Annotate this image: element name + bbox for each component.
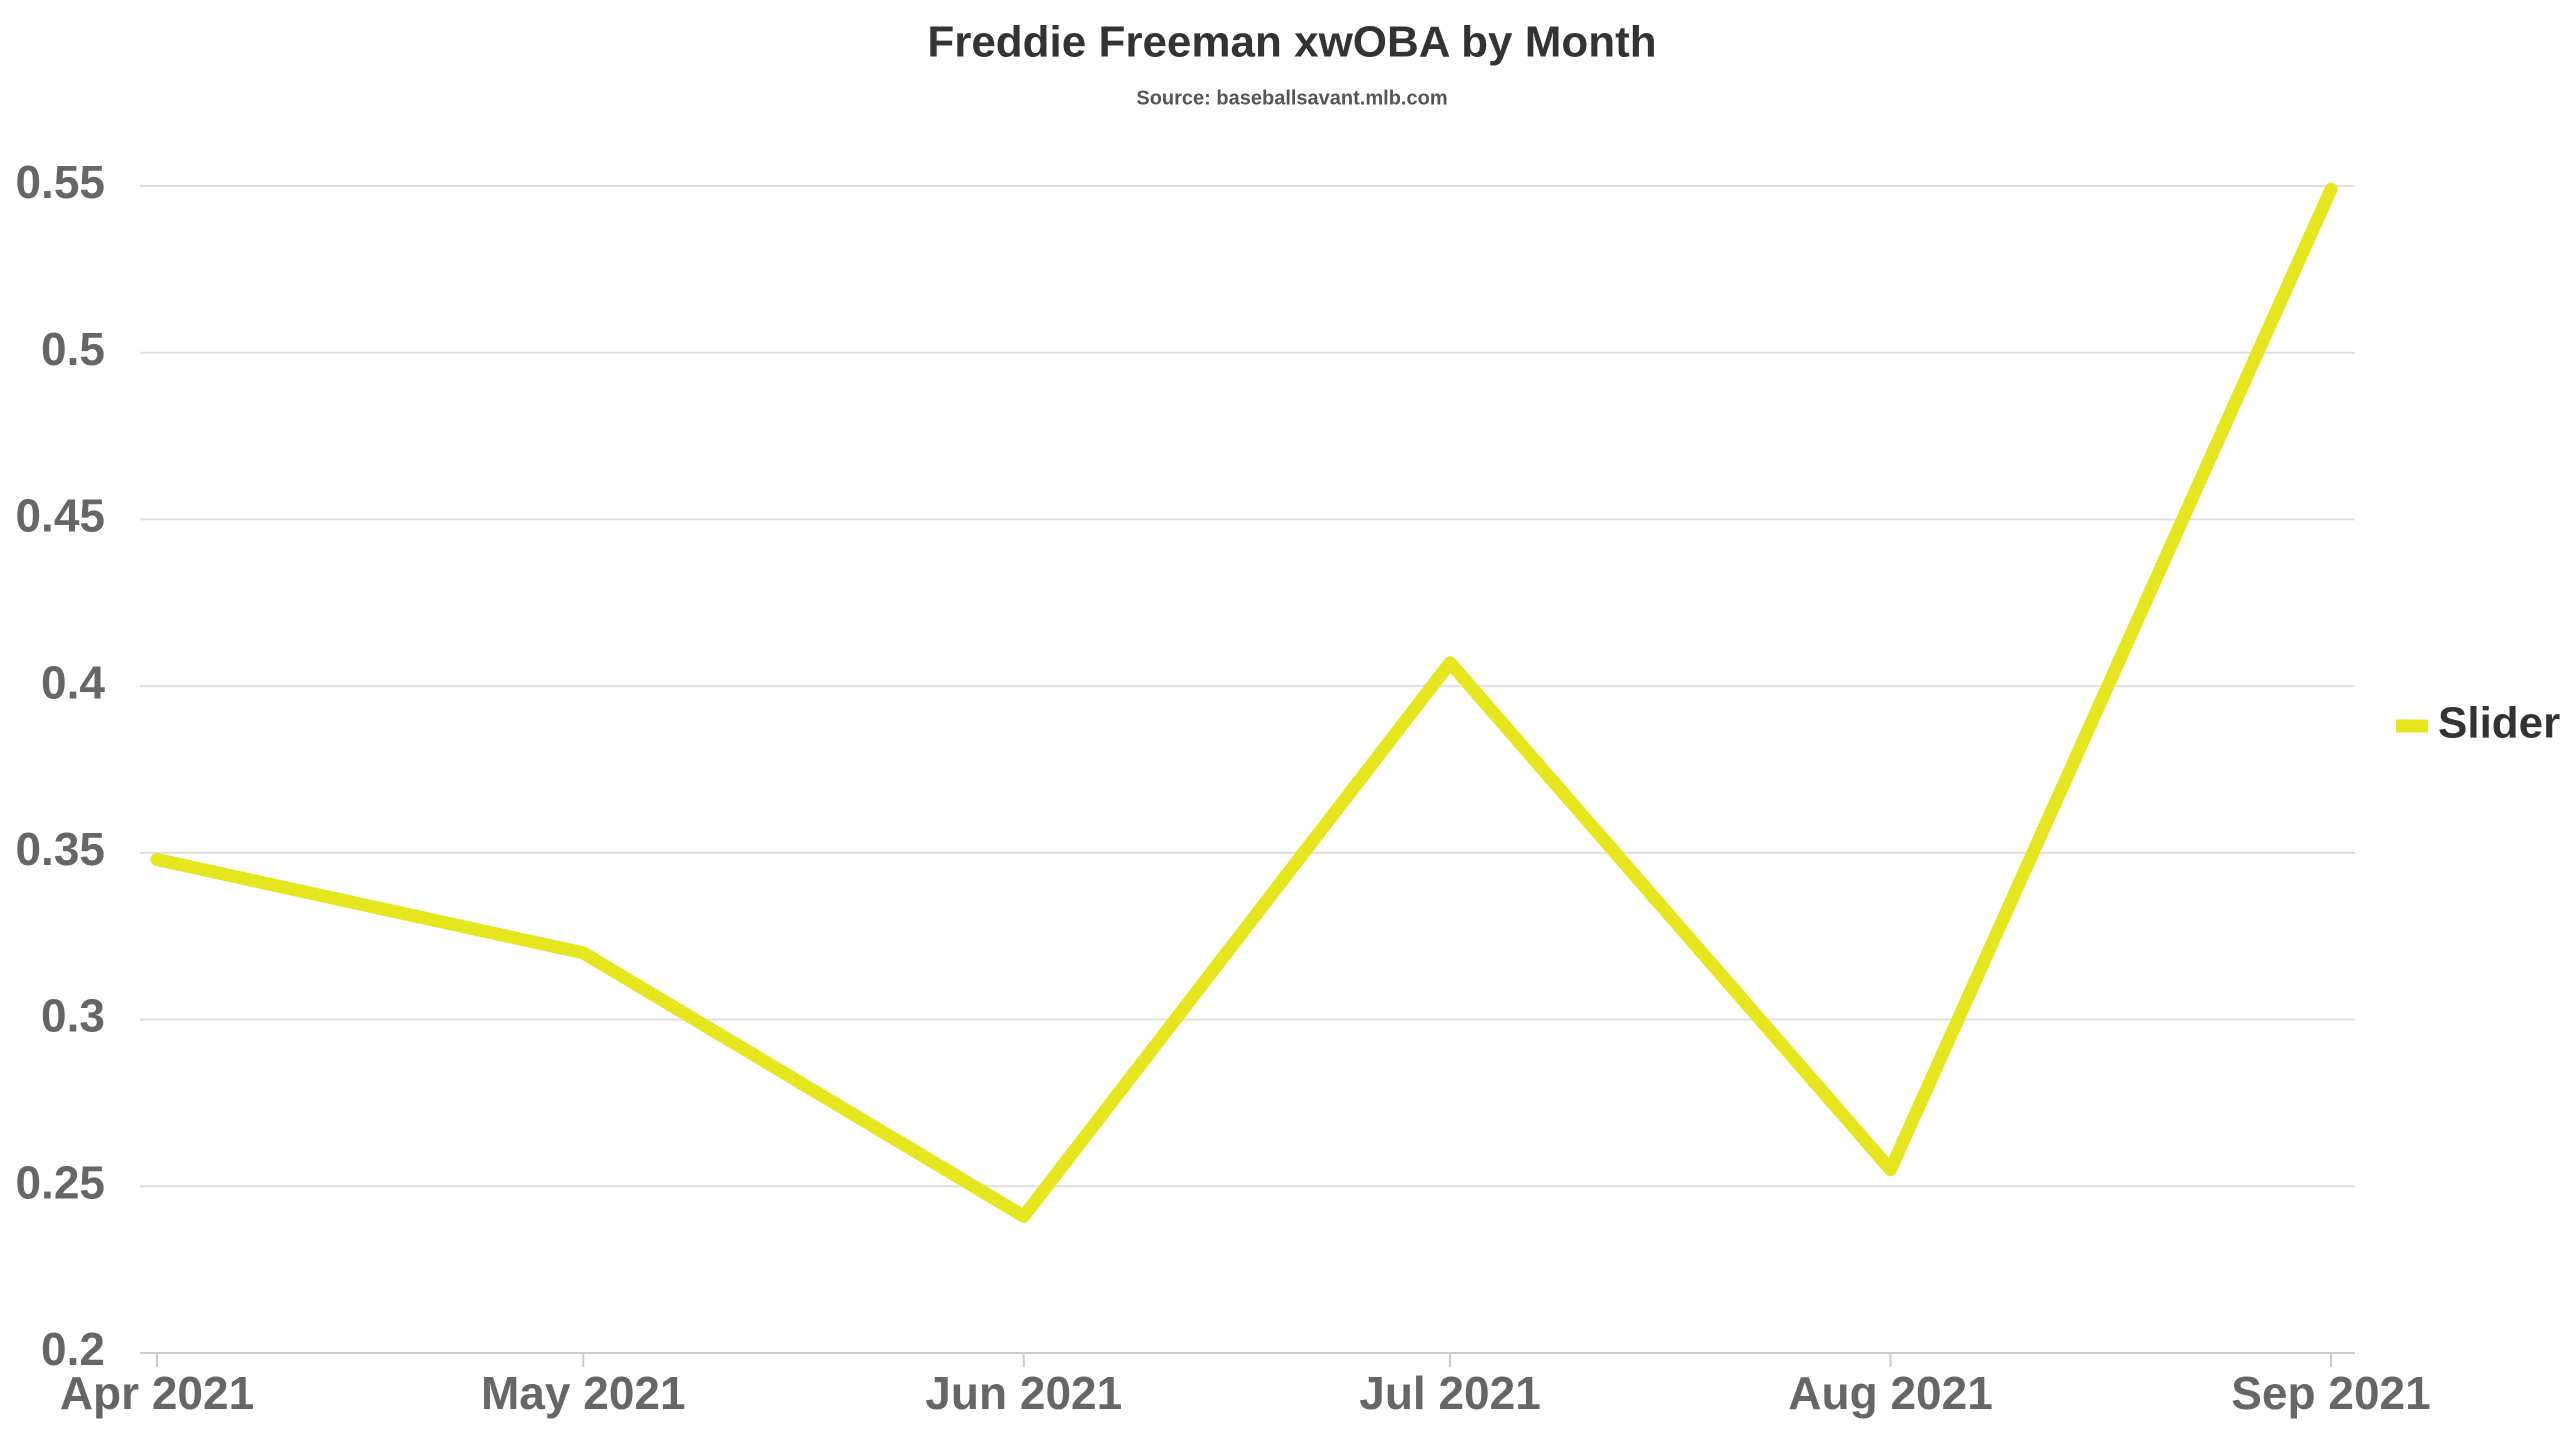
y-tick-label: 0.55 xyxy=(15,156,105,208)
y-tick-label: 0.35 xyxy=(15,823,105,875)
x-tick-label: May 2021 xyxy=(481,1367,686,1419)
x-tick-label: Jun 2021 xyxy=(925,1367,1122,1419)
x-tick-label: Apr 2021 xyxy=(60,1367,254,1419)
series-line xyxy=(150,182,2338,1223)
chart-subtitle: Source: baseballsavant.mlb.com xyxy=(1136,87,1447,109)
chart-title: Freddie Freeman xwOBA by Month xyxy=(927,18,1656,67)
y-tick-label: 0.4 xyxy=(41,656,105,708)
x-tick-label: Aug 2021 xyxy=(1788,1367,1993,1419)
y-tick-label: 0.5 xyxy=(41,323,105,375)
y-tick-label: 0.25 xyxy=(15,1156,105,1208)
legend-label: Slider xyxy=(2438,699,2560,748)
x-tick-label: Sep 2021 xyxy=(2231,1367,2430,1419)
y-tick-label: 0.45 xyxy=(15,490,105,542)
x-tick-label: Jul 2021 xyxy=(1359,1367,1541,1419)
y-tick-label: 0.3 xyxy=(41,990,105,1042)
y-tick-label: 0.2 xyxy=(41,1323,105,1375)
